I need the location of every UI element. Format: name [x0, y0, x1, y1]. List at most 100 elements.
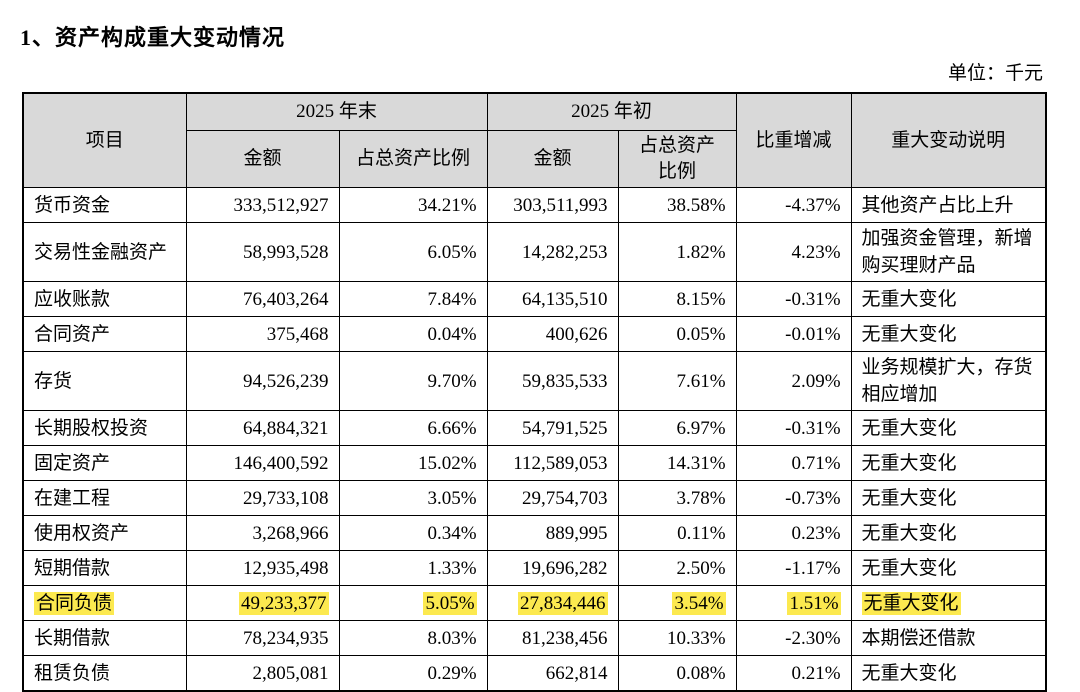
header-period-start: 2025 年初 — [486, 92, 737, 131]
cell-note: 本期偿还借款 — [850, 620, 1047, 656]
cell-note: 无重大变化 — [850, 316, 1047, 352]
cell-change: 2.09% — [735, 351, 852, 411]
cell-change: -0.31% — [735, 410, 852, 446]
cell-amount-start: 81,238,456 — [486, 620, 619, 656]
cell-pct-end: 0.29% — [338, 655, 488, 692]
cell-item: 长期借款 — [22, 620, 187, 656]
page-title: 1、资产构成重大变动情况 — [20, 24, 286, 50]
cell-pct-start: 0.08% — [617, 655, 737, 692]
cell-note: 无重大变化 — [850, 550, 1047, 586]
cell-item: 使用权资产 — [22, 515, 187, 551]
cell-item: 交易性金融资产 — [22, 222, 187, 282]
cell-pct-end: 3.05% — [338, 480, 488, 516]
cell-pct-end: 8.03% — [338, 620, 488, 656]
cell-amount-start: 29,754,703 — [486, 480, 619, 516]
cell-amount-end: 333,512,927 — [185, 187, 340, 223]
cell-amount-start: 889,995 — [486, 515, 619, 551]
cell-pct-end: 1.33% — [338, 550, 488, 586]
table-body: 货币资金 333,512,927 34.21% 303,511,993 38.58% -4… — [22, 187, 1047, 692]
cell-amount-end: 76,403,264 — [185, 281, 340, 317]
cell-item: 合同资产 — [22, 316, 187, 352]
cell-amount-end: 29,733,108 — [185, 480, 340, 516]
cell-pct-end: 5.05% — [338, 585, 488, 621]
cell-item: 应收账款 — [22, 281, 187, 317]
cell-pct-start: 6.97% — [617, 410, 737, 446]
cell-amount-end: 64,884,321 — [185, 410, 340, 446]
cell-pct-end: 7.84% — [338, 281, 488, 317]
cell-amount-end: 94,526,239 — [185, 351, 340, 411]
table-row: 固定资产 146,400,592 15.02% 112,589,053 14.31% 0.… — [22, 445, 1047, 481]
cell-pct-start: 3.78% — [617, 480, 737, 516]
cell-change: 0.23% — [735, 515, 852, 551]
cell-amount-end: 58,993,528 — [185, 222, 340, 282]
table-row: 合同负债 49,233,377 5.05% 27,834,446 3.54% 1.51% 无… — [22, 585, 1047, 621]
cell-change: 0.21% — [735, 655, 852, 692]
table-row: 租赁负债 2,805,081 0.29% 662,814 0.08% 0.21% 无重大变化 — [22, 655, 1047, 692]
table-row: 存货 94,526,239 9.70% 59,835,533 7.61% 2.09% 业务规… — [22, 351, 1047, 411]
cell-change: -1.17% — [735, 550, 852, 586]
cell-pct-end: 34.21% — [338, 187, 488, 223]
cell-pct-start: 3.54% — [617, 585, 737, 621]
header-amount-start: 金额 — [486, 130, 619, 188]
table-header: 项目 2025 年末 2025 年初 比重增减 重大变动说明 金额 占总资产比例… — [22, 92, 1047, 188]
table-row: 货币资金 333,512,927 34.21% 303,511,993 38.58% -4… — [22, 187, 1047, 223]
cell-pct-start: 2.50% — [617, 550, 737, 586]
table-row: 长期借款 78,234,935 8.03% 81,238,456 10.33% -2.30… — [22, 620, 1047, 656]
cell-change: 0.71% — [735, 445, 852, 481]
table-row: 交易性金融资产 58,993,528 6.05% 14,282,253 1.82% 4.2… — [22, 222, 1047, 282]
cell-pct-end: 15.02% — [338, 445, 488, 481]
cell-pct-start: 7.61% — [617, 351, 737, 411]
unit-note: 单位：千元 — [947, 63, 1043, 84]
cell-amount-start: 54,791,525 — [486, 410, 619, 446]
cell-amount-start: 64,135,510 — [486, 281, 619, 317]
cell-note: 无重大变化 — [850, 480, 1047, 516]
cell-amount-end: 12,935,498 — [185, 550, 340, 586]
cell-note: 加强资金管理，新增购买理财产品 — [850, 222, 1047, 282]
header-pct-start: 占总资产 比例 — [617, 130, 737, 188]
cell-pct-start: 0.05% — [617, 316, 737, 352]
table-row: 长期股权投资 64,884,321 6.66% 54,791,525 6.97% -0.3… — [22, 410, 1047, 446]
cell-note: 无重大变化 — [850, 445, 1047, 481]
header-item: 项目 — [22, 92, 187, 188]
cell-change: -4.37% — [735, 187, 852, 223]
cell-item: 存货 — [22, 351, 187, 411]
cell-change: -2.30% — [735, 620, 852, 656]
cell-change: 4.23% — [735, 222, 852, 282]
cell-amount-start: 27,834,446 — [486, 585, 619, 621]
cell-note: 无重大变化 — [850, 515, 1047, 551]
cell-pct-end: 0.04% — [338, 316, 488, 352]
cell-item: 合同负债 — [22, 585, 187, 621]
cell-note: 无重大变化 — [850, 585, 1047, 621]
cell-item: 租赁负债 — [22, 655, 187, 692]
header-change: 比重增减 — [735, 92, 852, 188]
cell-pct-start: 10.33% — [617, 620, 737, 656]
cell-change: -0.01% — [735, 316, 852, 352]
cell-note: 无重大变化 — [850, 655, 1047, 692]
cell-pct-start: 8.15% — [617, 281, 737, 317]
header-amount-end: 金额 — [185, 130, 340, 188]
cell-amount-end: 3,268,966 — [185, 515, 340, 551]
table-row: 合同资产 375,468 0.04% 400,626 0.05% -0.01% 无重大变化 — [22, 316, 1047, 352]
cell-amount-end: 2,805,081 — [185, 655, 340, 692]
cell-amount-start: 59,835,533 — [486, 351, 619, 411]
cell-amount-end: 49,233,377 — [185, 585, 340, 621]
cell-item: 短期借款 — [22, 550, 187, 586]
cell-note: 业务规模扩大，存货相应增加 — [850, 351, 1047, 411]
cell-pct-start: 14.31% — [617, 445, 737, 481]
cell-note: 无重大变化 — [850, 281, 1047, 317]
cell-item: 长期股权投资 — [22, 410, 187, 446]
cell-pct-start: 38.58% — [617, 187, 737, 223]
cell-amount-start: 14,282,253 — [486, 222, 619, 282]
cell-item: 在建工程 — [22, 480, 187, 516]
header-pct-end: 占总资产比例 — [338, 130, 488, 188]
table-row: 短期借款 12,935,498 1.33% 19,696,282 2.50% -1.17%… — [22, 550, 1047, 586]
cell-note: 其他资产占比上升 — [850, 187, 1047, 223]
cell-amount-start: 662,814 — [486, 655, 619, 692]
cell-amount-end: 78,234,935 — [185, 620, 340, 656]
cell-amount-start: 303,511,993 — [486, 187, 619, 223]
cell-pct-end: 0.34% — [338, 515, 488, 551]
cell-item: 固定资产 — [22, 445, 187, 481]
cell-item: 货币资金 — [22, 187, 187, 223]
header-period-end: 2025 年末 — [185, 92, 488, 131]
cell-pct-end: 6.66% — [338, 410, 488, 446]
